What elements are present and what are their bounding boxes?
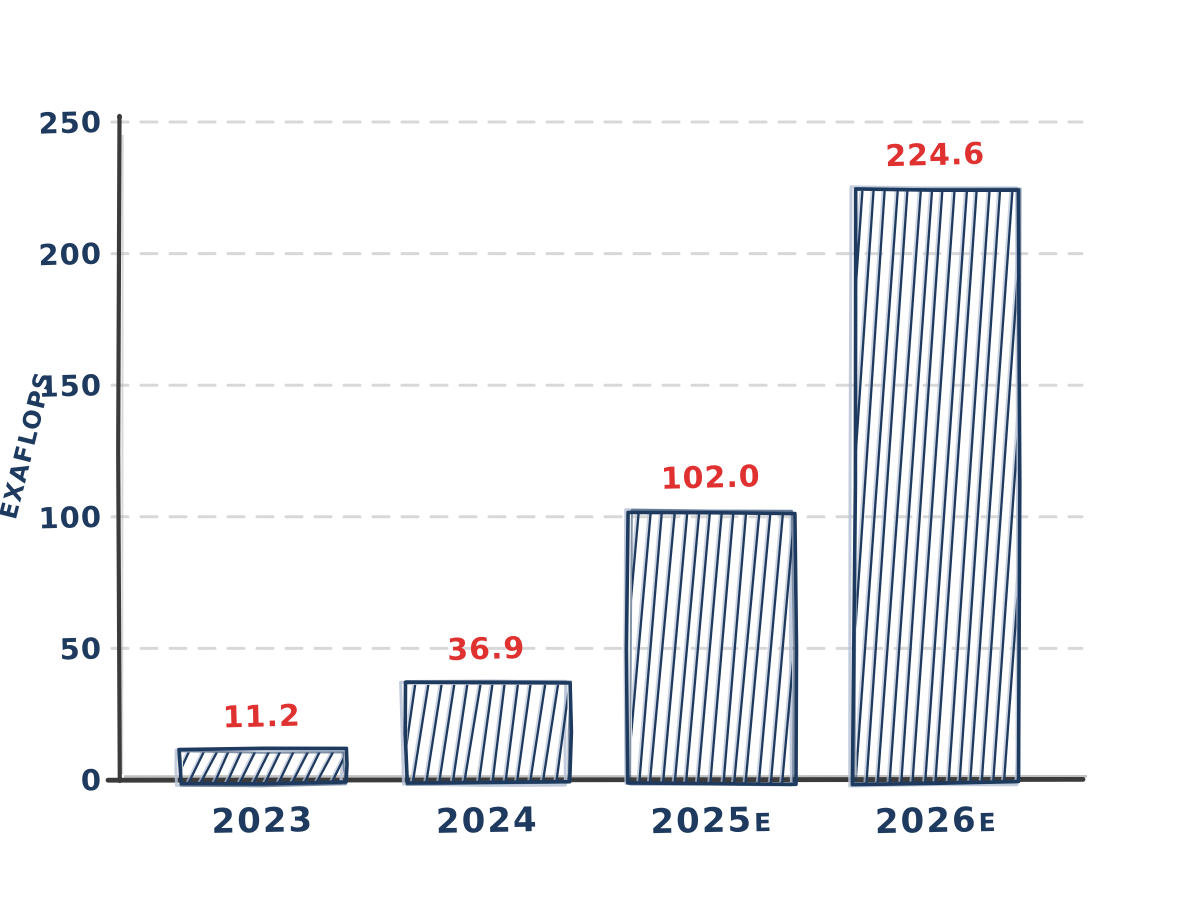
x-tick-label-2026e: 2026E bbox=[875, 800, 998, 842]
value-label-2025e: 102.0 bbox=[660, 459, 761, 497]
hatch-line bbox=[479, 684, 493, 783]
y-axis-shadow-stroke bbox=[122, 135, 123, 774]
hatch-line-shadow bbox=[876, 190, 919, 783]
hatch-line bbox=[993, 190, 1035, 783]
hatch-line-shadow bbox=[491, 684, 503, 783]
hatch-line-shadow bbox=[854, 190, 896, 783]
hatch-line bbox=[517, 684, 531, 783]
hatch-line bbox=[935, 190, 976, 783]
value-label-2023: 11.2 bbox=[222, 699, 301, 736]
x-tick-label-2023: 2023 bbox=[211, 800, 314, 842]
hatch-line-shadow bbox=[968, 190, 1010, 783]
y-axis-title: EXAFLOPS bbox=[0, 368, 58, 522]
hatch-line-shadow bbox=[923, 190, 965, 783]
hatch-line-shadow bbox=[888, 190, 931, 783]
hatch-line bbox=[493, 684, 505, 783]
y-tick-label-250: 250 bbox=[38, 105, 102, 141]
hatch-line-shadow bbox=[1002, 190, 1045, 783]
x-tick-label-2025e: 2025E bbox=[650, 800, 773, 842]
hatch-line bbox=[1004, 190, 1047, 783]
value-label-2026e: 224.6 bbox=[885, 137, 986, 175]
y-tick-label-0: 0 bbox=[80, 763, 102, 798]
y-axis-top-cap bbox=[117, 114, 122, 119]
x-tick-label-2024: 2024 bbox=[436, 800, 539, 842]
bar-2023 bbox=[173, 748, 358, 786]
hatch-line-shadow bbox=[947, 190, 988, 783]
value-label-2024: 36.9 bbox=[447, 631, 526, 668]
y-axis-line bbox=[118, 116, 120, 781]
y-tick-label-100: 100 bbox=[38, 500, 102, 536]
hatch-line bbox=[960, 190, 1001, 783]
y-tick-label-200: 200 bbox=[38, 237, 102, 273]
hatch-line-shadow bbox=[504, 684, 517, 783]
hatch-line bbox=[867, 190, 908, 783]
hatch-line-shadow bbox=[528, 684, 543, 783]
bar-2024 bbox=[399, 681, 585, 786]
hatch-line-shadow bbox=[980, 190, 1022, 783]
hatch-line bbox=[890, 190, 933, 783]
bar-2026e bbox=[820, 187, 1058, 786]
hatch-line bbox=[1017, 190, 1057, 783]
hatch-line bbox=[901, 190, 942, 783]
hatch-line-shadow bbox=[991, 190, 1033, 783]
y-tick-label-50: 50 bbox=[59, 631, 102, 666]
